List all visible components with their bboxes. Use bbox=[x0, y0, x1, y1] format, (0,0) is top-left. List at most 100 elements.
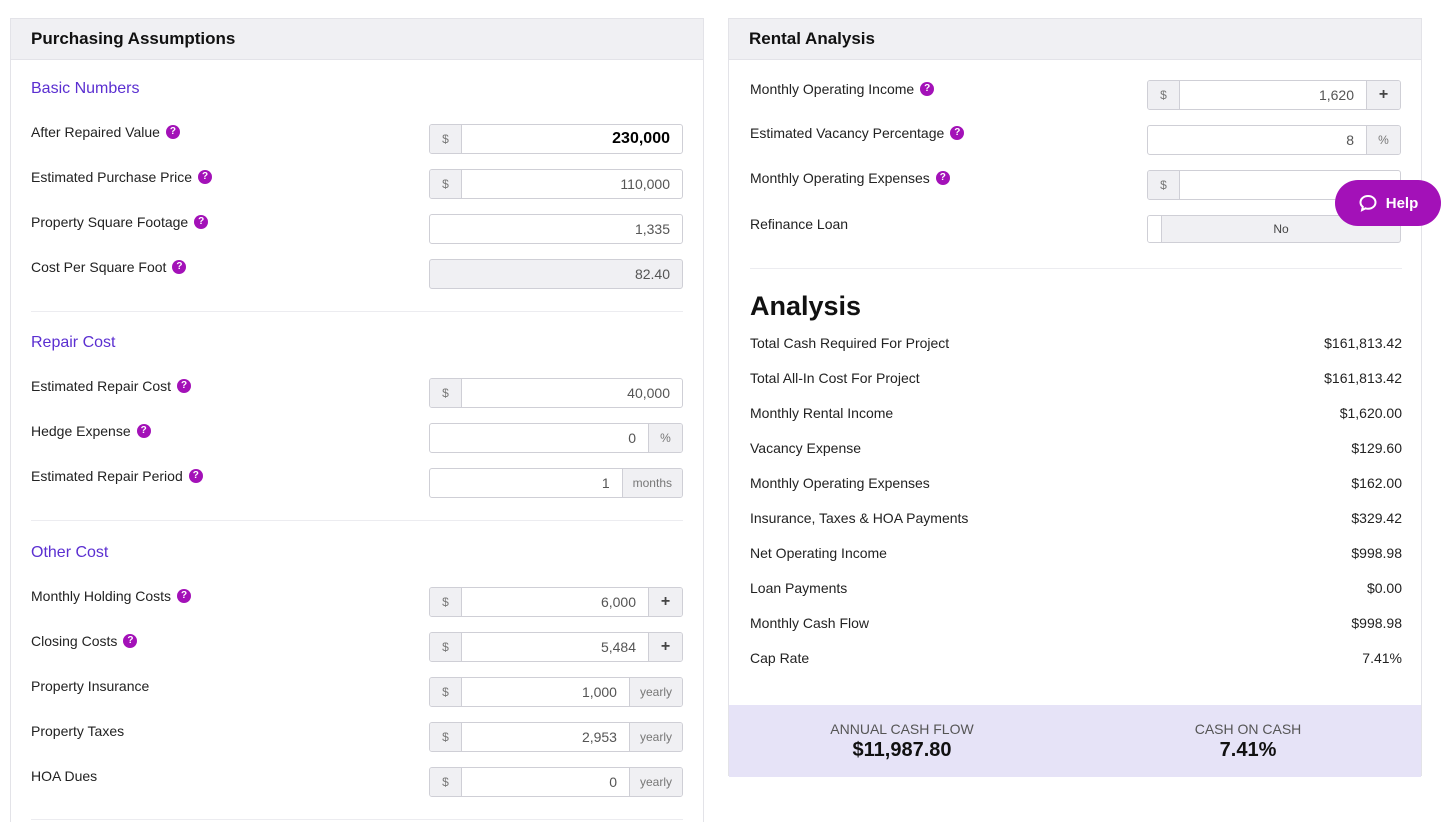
question-icon[interactable]: ? bbox=[136, 424, 151, 438]
hoa-input[interactable]: 0 bbox=[609, 774, 617, 790]
hedge-field[interactable]: 0 % bbox=[429, 423, 683, 453]
sqft-label: Property Square Footage ? bbox=[31, 211, 209, 233]
dollar-prefix: $ bbox=[430, 170, 462, 198]
purchase-price-label-text: Estimated Purchase Price bbox=[31, 169, 193, 185]
question-icon[interactable]: ? bbox=[920, 82, 935, 96]
analysis-row-label: Cap Rate bbox=[750, 650, 810, 666]
analysis-row-label: Monthly Operating Expenses bbox=[750, 475, 930, 491]
section-title-other: Other Cost bbox=[31, 544, 109, 561]
income-field[interactable]: $ 1,620 + bbox=[1147, 80, 1401, 110]
plus-icon[interactable]: + bbox=[648, 633, 682, 661]
analysis-row-label: Loan Payments bbox=[750, 580, 848, 596]
arv-field[interactable]: $ 230,000 bbox=[429, 124, 683, 154]
repair-period-input[interactable]: 1 bbox=[601, 475, 610, 491]
sqft-input[interactable]: 1,335 bbox=[634, 221, 670, 237]
question-icon[interactable]: ? bbox=[123, 634, 138, 648]
closing-input[interactable]: 5,484 bbox=[600, 639, 636, 655]
question-icon[interactable]: ? bbox=[177, 589, 192, 603]
cost-per-sqft-label-text: Cost Per Square Foot bbox=[31, 259, 167, 275]
analysis-row-label: Total Cash Required For Project bbox=[750, 335, 950, 351]
analysis-row-value: $0.00 bbox=[1366, 580, 1402, 596]
income-label: Monthly Operating Income ? bbox=[750, 78, 935, 100]
plus-icon[interactable]: + bbox=[1366, 81, 1400, 109]
taxes-field[interactable]: $ 2,953 yearly bbox=[429, 722, 683, 752]
analysis-row: Total All-In Cost For Project $161,813.4… bbox=[750, 370, 1402, 386]
yearly-suffix: yearly bbox=[628, 723, 682, 751]
rental-analysis-panel: Rental Analysis Monthly Operating Income… bbox=[728, 18, 1422, 777]
hoa-field[interactable]: $ 0 yearly bbox=[429, 767, 683, 797]
income-input[interactable]: 1,620 bbox=[1318, 87, 1354, 103]
expenses-label-text: Monthly Operating Expenses bbox=[750, 170, 930, 186]
plus-icon[interactable]: + bbox=[648, 588, 682, 616]
hedge-label: Hedge Expense ? bbox=[31, 420, 151, 442]
analysis-row-value: $998.98 bbox=[1351, 545, 1402, 561]
question-icon[interactable]: ? bbox=[935, 171, 950, 185]
dollar-prefix: $ bbox=[430, 125, 462, 153]
question-icon[interactable]: ? bbox=[165, 125, 180, 139]
arv-input[interactable]: 230,000 bbox=[612, 130, 670, 147]
cost-per-sqft-field: 82.40 bbox=[429, 259, 683, 289]
insurance-input[interactable]: 1,000 bbox=[581, 684, 617, 700]
vacancy-field[interactable]: 8 % bbox=[1147, 125, 1401, 155]
repair-cost-input[interactable]: 40,000 bbox=[627, 385, 670, 401]
repair-cost-field[interactable]: $ 40,000 bbox=[429, 378, 683, 408]
closing-field[interactable]: $ 5,484 + bbox=[429, 632, 683, 662]
toggle-knob[interactable] bbox=[1148, 216, 1162, 242]
divider bbox=[31, 520, 683, 521]
question-icon[interactable]: ? bbox=[194, 215, 209, 229]
help-button[interactable]: Help bbox=[1335, 180, 1441, 226]
analysis-row-label: Insurance, Taxes & HOA Payments bbox=[750, 510, 969, 526]
repair-period-label: Estimated Repair Period ? bbox=[31, 465, 203, 487]
analysis-row-value: 7.41% bbox=[1362, 650, 1402, 666]
question-icon[interactable]: ? bbox=[177, 379, 192, 393]
sqft-field[interactable]: 1,335 bbox=[429, 214, 683, 244]
holding-input[interactable]: 6,000 bbox=[600, 594, 636, 610]
analysis-row-value: $329.42 bbox=[1351, 510, 1402, 526]
analysis-row: Net Operating Income $998.98 bbox=[750, 545, 1402, 561]
section-title-repair: Repair Cost bbox=[31, 334, 116, 351]
repair-period-label-text: Estimated Repair Period bbox=[31, 468, 183, 484]
analysis-title: Analysis bbox=[750, 291, 862, 321]
refinance-value: No bbox=[1273, 222, 1289, 236]
cash-on-cash-value: 7.41% bbox=[1219, 738, 1277, 761]
divider bbox=[31, 311, 683, 312]
purchasing-assumptions-panel: Purchasing Assumptions Basic Numbers Aft… bbox=[10, 18, 704, 822]
question-icon[interactable]: ? bbox=[950, 126, 965, 140]
holding-label: Monthly Holding Costs ? bbox=[31, 585, 192, 607]
hedge-input[interactable]: 0 bbox=[628, 430, 636, 446]
yearly-suffix: yearly bbox=[628, 678, 682, 706]
analysis-row: Total Cash Required For Project $161,813… bbox=[750, 335, 1402, 351]
analysis-row-value: $129.60 bbox=[1351, 440, 1402, 456]
sqft-label-text: Property Square Footage bbox=[31, 214, 189, 230]
repair-cost-label: Estimated Repair Cost ? bbox=[31, 375, 192, 397]
months-suffix: months bbox=[621, 469, 682, 497]
repair-cost-label-text: Estimated Repair Cost bbox=[31, 378, 172, 394]
hoa-label-text: HOA Dues bbox=[31, 768, 98, 784]
analysis-row-label: Vacancy Expense bbox=[750, 440, 862, 456]
dollar-prefix: $ bbox=[430, 633, 462, 661]
insurance-field[interactable]: $ 1,000 yearly bbox=[429, 677, 683, 707]
analysis-row-value: $1,620.00 bbox=[1339, 405, 1402, 421]
vacancy-input[interactable]: 8 bbox=[1346, 132, 1354, 148]
analysis-row: Vacancy Expense $129.60 bbox=[750, 440, 1402, 456]
analysis-row-value: $998.98 bbox=[1351, 615, 1402, 631]
taxes-input[interactable]: 2,953 bbox=[581, 729, 617, 745]
repair-period-field[interactable]: 1 months bbox=[429, 468, 683, 498]
question-icon[interactable]: ? bbox=[188, 469, 203, 483]
question-icon[interactable]: ? bbox=[172, 260, 187, 274]
analysis-row-label: Monthly Cash Flow bbox=[750, 615, 870, 631]
purchase-price-input[interactable]: 110,000 bbox=[620, 176, 670, 192]
purchase-price-field[interactable]: $ 110,000 bbox=[429, 169, 683, 199]
question-icon[interactable]: ? bbox=[198, 170, 213, 184]
dollar-prefix: $ bbox=[430, 588, 462, 616]
taxes-label: Property Taxes bbox=[31, 720, 124, 742]
analysis-row: Cap Rate 7.41% bbox=[750, 650, 1402, 666]
annual-cash-flow-value: $11,987.80 bbox=[852, 738, 952, 761]
cash-on-cash: CASH ON CASH 7.41% bbox=[1075, 705, 1421, 777]
taxes-label-text: Property Taxes bbox=[31, 723, 125, 739]
divider bbox=[31, 819, 683, 820]
closing-label: Closing Costs ? bbox=[31, 630, 138, 652]
divider bbox=[750, 268, 1402, 269]
holding-field[interactable]: $ 6,000 + bbox=[429, 587, 683, 617]
insurance-label: Property Insurance bbox=[31, 675, 149, 697]
